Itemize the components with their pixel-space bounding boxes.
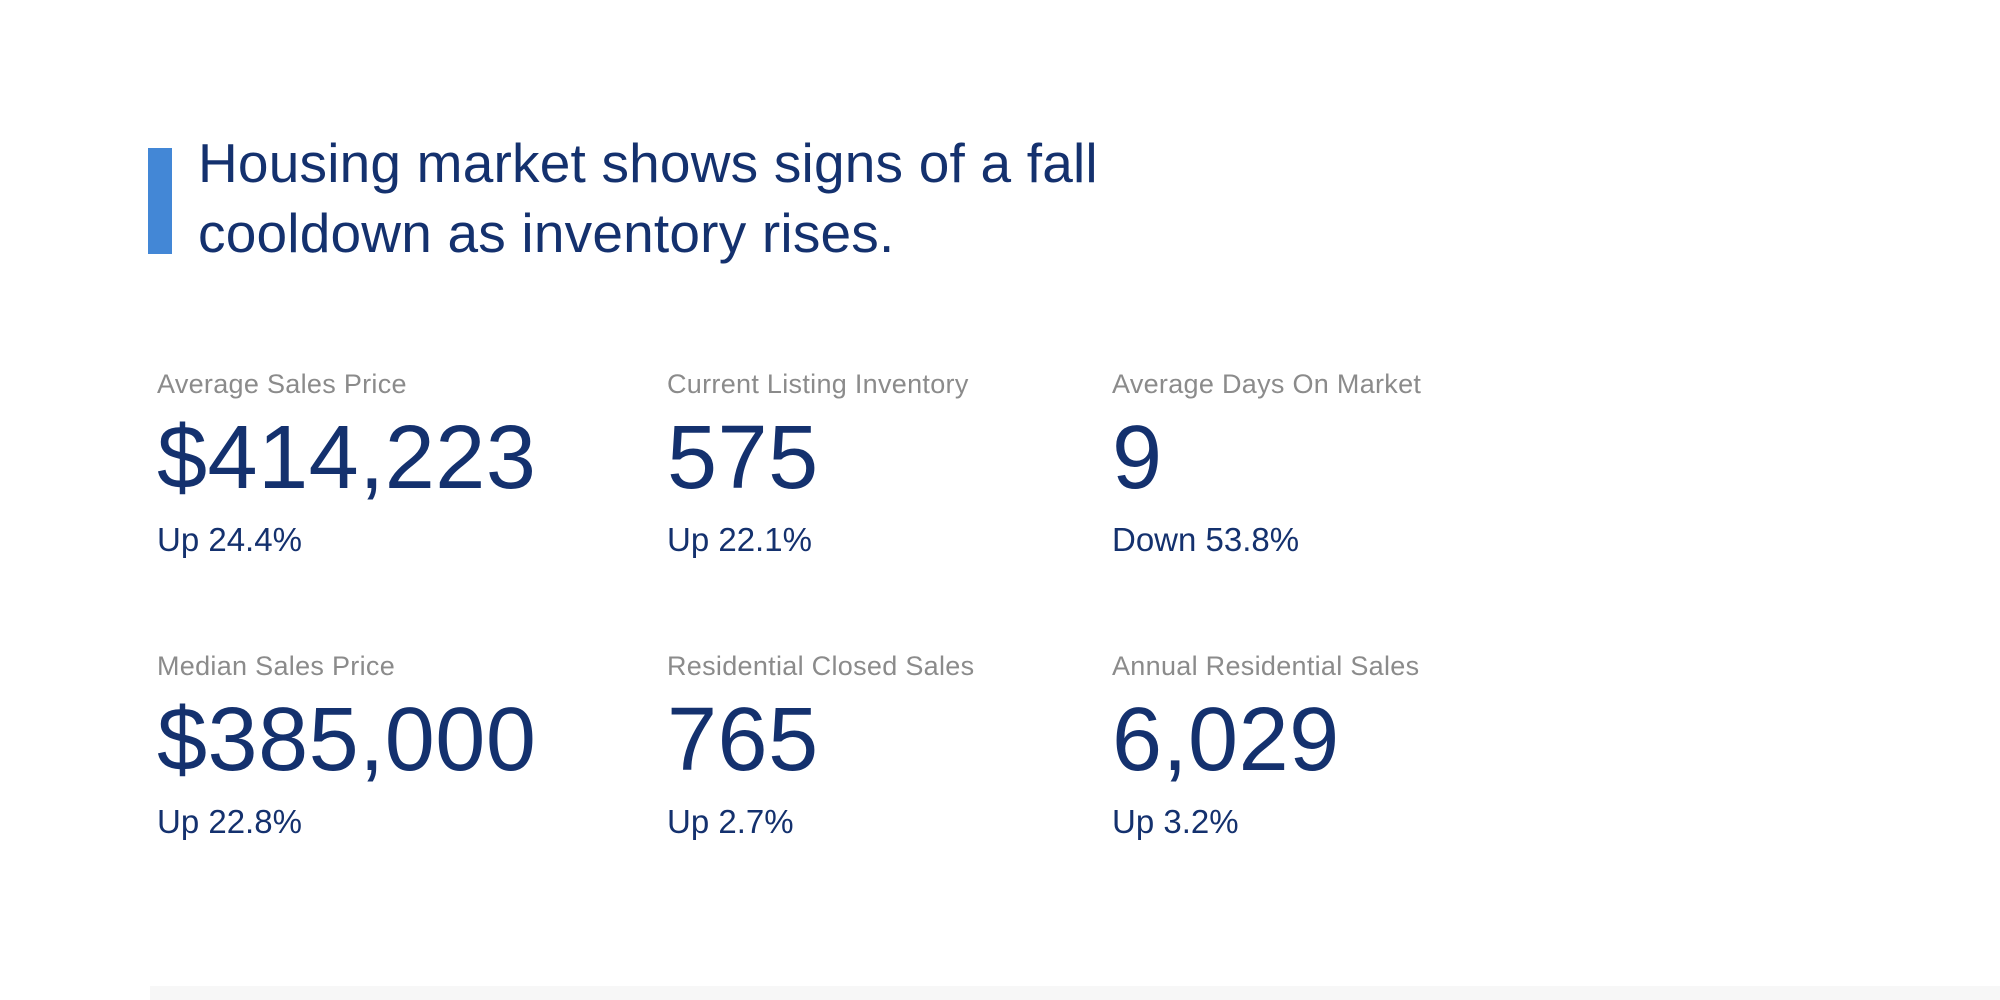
stat-label: Current Listing Inventory: [667, 369, 969, 399]
stat-label: Average Days On Market: [1112, 369, 1422, 399]
stat-value: $385,000: [157, 690, 537, 790]
stat-card-average-sales-price: Average Sales Price $414,223 Up 24.4%: [157, 368, 667, 560]
stat-label: Average Sales Price: [157, 369, 407, 399]
stat-value: 575: [667, 408, 819, 508]
page-title: Housing market shows signs of a fall coo…: [198, 128, 1098, 268]
bottom-divider: [150, 986, 2000, 1000]
page-title-line-1: Housing market shows signs of a fall: [198, 132, 1098, 194]
stat-delta: Up 22.1%: [667, 521, 812, 558]
stats-grid: Average Sales Price $414,223 Up 24.4% Cu…: [157, 368, 1672, 842]
stat-card-current-listing-inventory: Current Listing Inventory 575 Up 22.1%: [667, 368, 1112, 560]
stat-delta: Up 3.2%: [1112, 803, 1239, 840]
page-title-line-2: cooldown as inventory rises.: [198, 202, 895, 264]
stat-card-median-sales-price: Median Sales Price $385,000 Up 22.8%: [157, 650, 667, 842]
stat-label: Annual Residential Sales: [1112, 651, 1420, 681]
stat-delta: Down 53.8%: [1112, 521, 1300, 558]
stat-delta: Up 24.4%: [157, 521, 302, 558]
stat-label: Median Sales Price: [157, 651, 396, 681]
stat-value: 6,029: [1112, 690, 1340, 790]
stat-value: 9: [1112, 408, 1163, 508]
stat-value: $414,223: [157, 408, 537, 508]
headline-accent-bar: [148, 148, 172, 254]
stat-card-average-days-on-market: Average Days On Market 9 Down 53.8%: [1112, 368, 1672, 560]
stat-card-annual-residential-sales: Annual Residential Sales 6,029 Up 3.2%: [1112, 650, 1672, 842]
headline-block: Housing market shows signs of a fall coo…: [148, 128, 1098, 268]
stat-delta: Up 22.8%: [157, 803, 302, 840]
stat-value: 765: [667, 690, 819, 790]
stat-label: Residential Closed Sales: [667, 651, 975, 681]
stat-card-residential-closed-sales: Residential Closed Sales 765 Up 2.7%: [667, 650, 1112, 842]
stat-delta: Up 2.7%: [667, 803, 794, 840]
